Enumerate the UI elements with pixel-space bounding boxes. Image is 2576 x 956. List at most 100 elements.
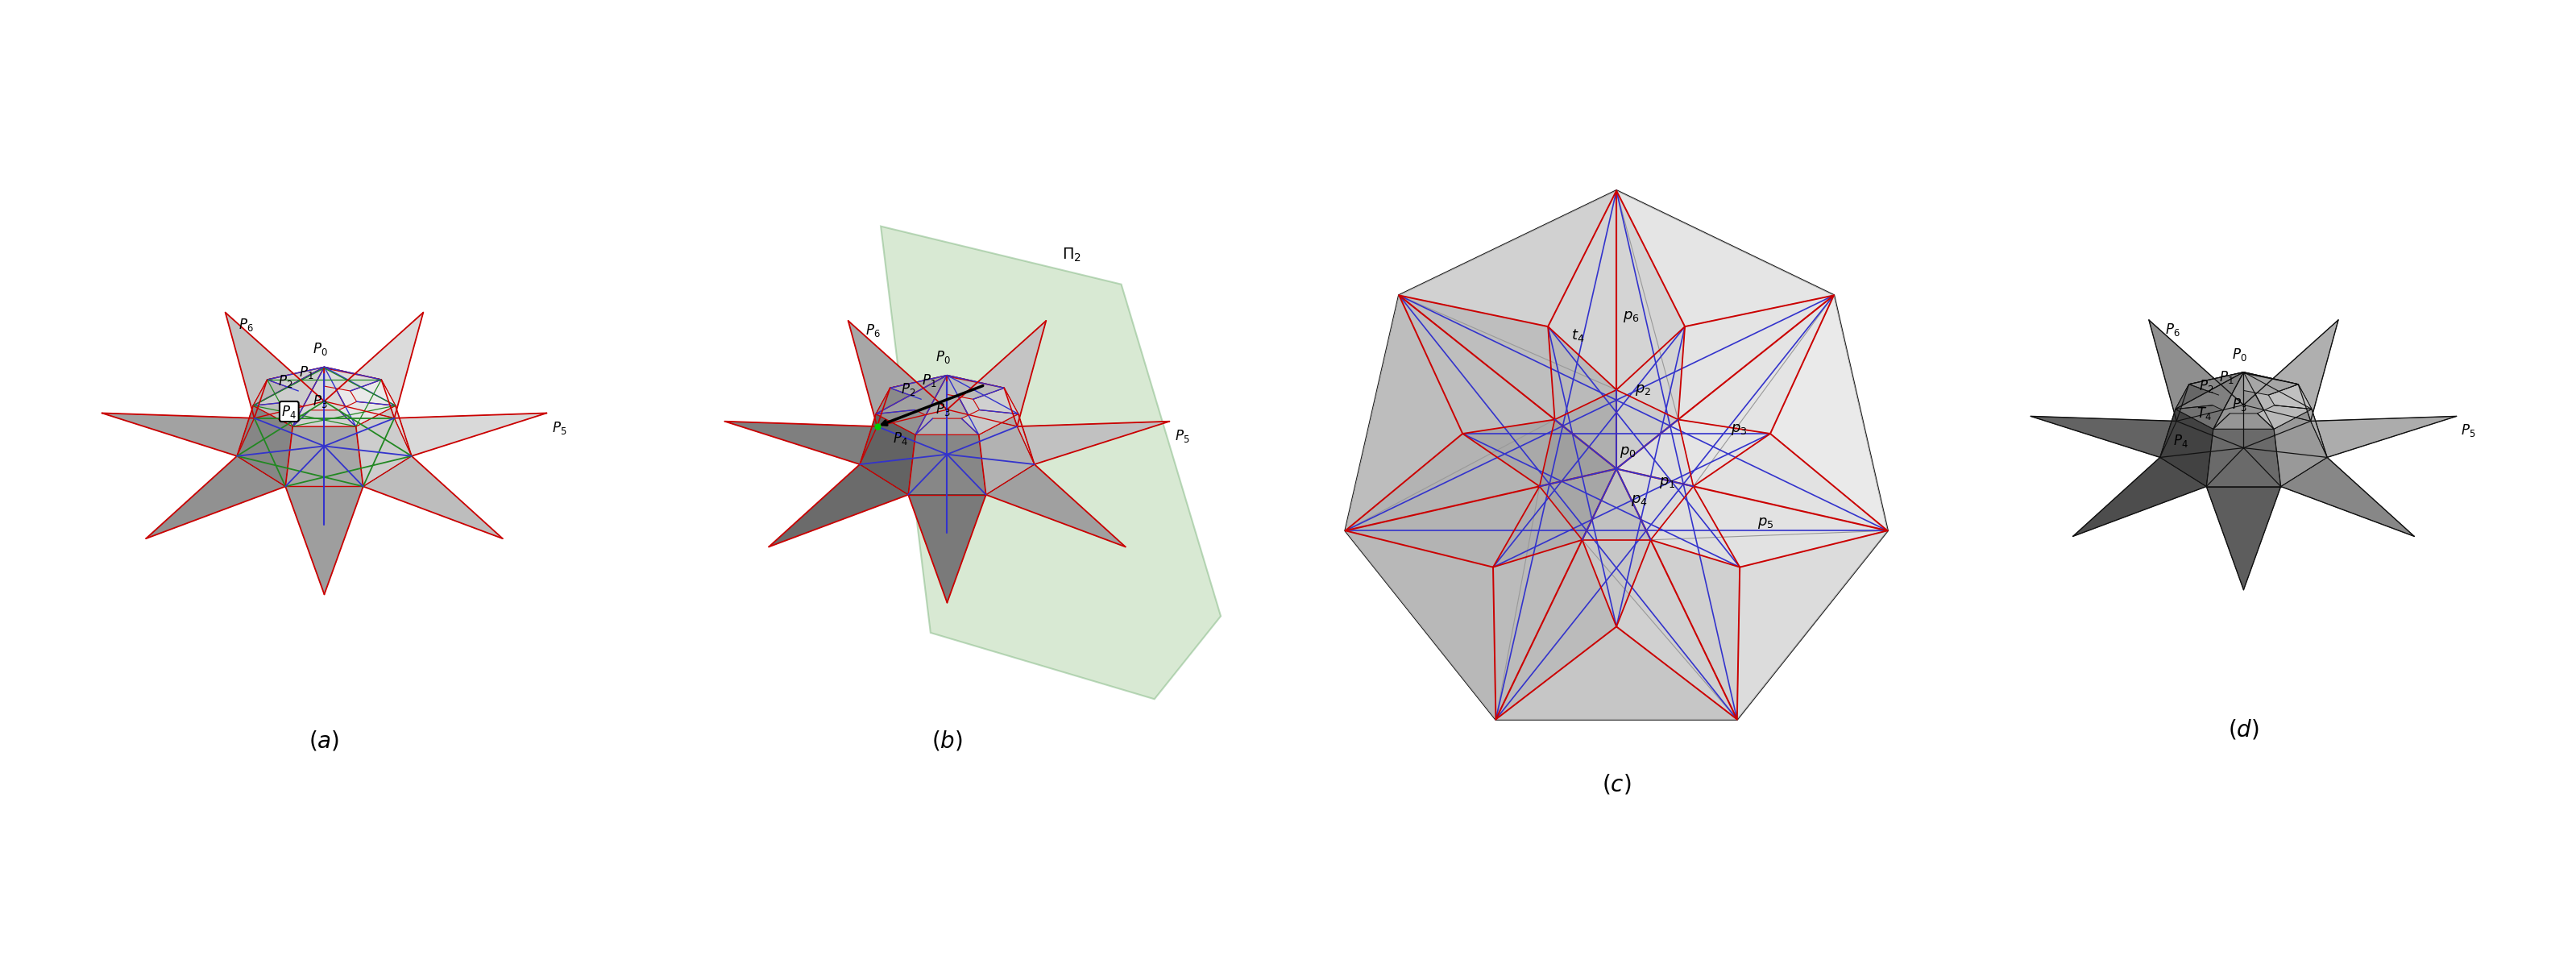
Polygon shape	[294, 410, 355, 426]
Polygon shape	[1556, 390, 1618, 468]
Polygon shape	[909, 435, 987, 495]
Text: $P_3$: $P_3$	[312, 393, 327, 409]
Polygon shape	[2161, 384, 2190, 457]
Polygon shape	[2030, 416, 2177, 457]
Polygon shape	[381, 380, 412, 456]
Polygon shape	[909, 495, 987, 602]
Polygon shape	[2208, 429, 2280, 487]
Polygon shape	[1582, 468, 1651, 540]
Polygon shape	[1651, 487, 1739, 567]
Polygon shape	[268, 368, 325, 391]
Polygon shape	[2244, 372, 2311, 409]
Polygon shape	[1770, 295, 1888, 531]
Polygon shape	[2298, 384, 2326, 457]
Polygon shape	[252, 367, 325, 405]
Text: $P_6$: $P_6$	[240, 316, 252, 333]
Polygon shape	[1736, 531, 1888, 719]
Polygon shape	[948, 376, 1005, 388]
Polygon shape	[2269, 384, 2311, 409]
Polygon shape	[2275, 409, 2326, 487]
Polygon shape	[286, 426, 363, 487]
Polygon shape	[394, 413, 546, 456]
Text: $p_1$: $p_1$	[1659, 475, 1674, 489]
Polygon shape	[1618, 468, 1692, 540]
Text: $P_4$: $P_4$	[281, 403, 296, 420]
Text: $(a)$: $(a)$	[309, 728, 340, 752]
Text: $P_4$: $P_4$	[894, 431, 907, 447]
Polygon shape	[1540, 468, 1618, 540]
Polygon shape	[268, 367, 325, 380]
Text: $P_1$: $P_1$	[299, 364, 314, 380]
Polygon shape	[1618, 327, 1685, 420]
Polygon shape	[876, 376, 948, 414]
Text: $P_2$: $P_2$	[902, 381, 914, 398]
Polygon shape	[948, 321, 1046, 426]
Polygon shape	[255, 368, 325, 418]
Text: $P_3$: $P_3$	[2233, 397, 2246, 413]
Polygon shape	[891, 376, 948, 388]
Text: $P_4$: $P_4$	[2174, 433, 2187, 449]
Polygon shape	[286, 487, 363, 595]
Polygon shape	[2074, 457, 2208, 536]
Polygon shape	[237, 405, 294, 487]
Polygon shape	[979, 414, 1036, 495]
Polygon shape	[948, 377, 1005, 400]
Polygon shape	[252, 402, 309, 426]
Polygon shape	[252, 367, 325, 426]
Polygon shape	[1677, 295, 1834, 434]
Polygon shape	[876, 410, 933, 435]
Text: $P_1$: $P_1$	[922, 373, 935, 389]
Polygon shape	[2244, 372, 2298, 384]
Polygon shape	[987, 465, 1126, 547]
Polygon shape	[237, 380, 268, 456]
Polygon shape	[2244, 373, 2298, 395]
Polygon shape	[1618, 420, 1692, 487]
Polygon shape	[1540, 420, 1618, 487]
Polygon shape	[2244, 372, 2311, 429]
Text: $P_0$: $P_0$	[935, 349, 951, 365]
Polygon shape	[1618, 540, 1739, 719]
Polygon shape	[961, 410, 1018, 435]
Text: $P_5$: $P_5$	[551, 420, 567, 436]
Polygon shape	[224, 313, 325, 418]
Polygon shape	[325, 368, 394, 418]
Polygon shape	[1018, 422, 1170, 465]
Polygon shape	[2177, 405, 2231, 429]
Text: $p_5$: $p_5$	[1757, 516, 1775, 531]
Polygon shape	[1345, 531, 1497, 719]
Text: $P_0$: $P_0$	[312, 340, 327, 357]
Polygon shape	[337, 402, 397, 426]
Polygon shape	[848, 321, 948, 426]
Polygon shape	[1497, 626, 1736, 719]
Polygon shape	[2148, 320, 2244, 421]
Polygon shape	[948, 376, 1018, 414]
Text: $T_4$: $T_4$	[2197, 405, 2213, 422]
Polygon shape	[948, 376, 1018, 435]
Polygon shape	[881, 227, 1221, 699]
Polygon shape	[252, 380, 299, 405]
Polygon shape	[876, 376, 948, 435]
Polygon shape	[2177, 373, 2244, 421]
Polygon shape	[1463, 420, 1556, 487]
Text: $P_2$: $P_2$	[2200, 378, 2213, 394]
Polygon shape	[2190, 372, 2244, 384]
Polygon shape	[876, 388, 922, 414]
Polygon shape	[914, 419, 979, 435]
Polygon shape	[2213, 413, 2275, 429]
Polygon shape	[2280, 457, 2414, 536]
Polygon shape	[363, 456, 502, 538]
Polygon shape	[2161, 409, 2213, 487]
Polygon shape	[2244, 373, 2311, 421]
Polygon shape	[768, 465, 909, 547]
Text: $P_6$: $P_6$	[866, 323, 881, 338]
Polygon shape	[724, 422, 876, 465]
Text: $p_6$: $p_6$	[1623, 310, 1641, 324]
Polygon shape	[876, 377, 948, 426]
Polygon shape	[355, 405, 412, 487]
Polygon shape	[914, 376, 979, 435]
Text: $p_0$: $p_0$	[1620, 445, 1636, 460]
Polygon shape	[1692, 434, 1888, 567]
Polygon shape	[325, 313, 422, 418]
Polygon shape	[948, 377, 1018, 426]
Text: $P_1$: $P_1$	[2218, 369, 2233, 385]
